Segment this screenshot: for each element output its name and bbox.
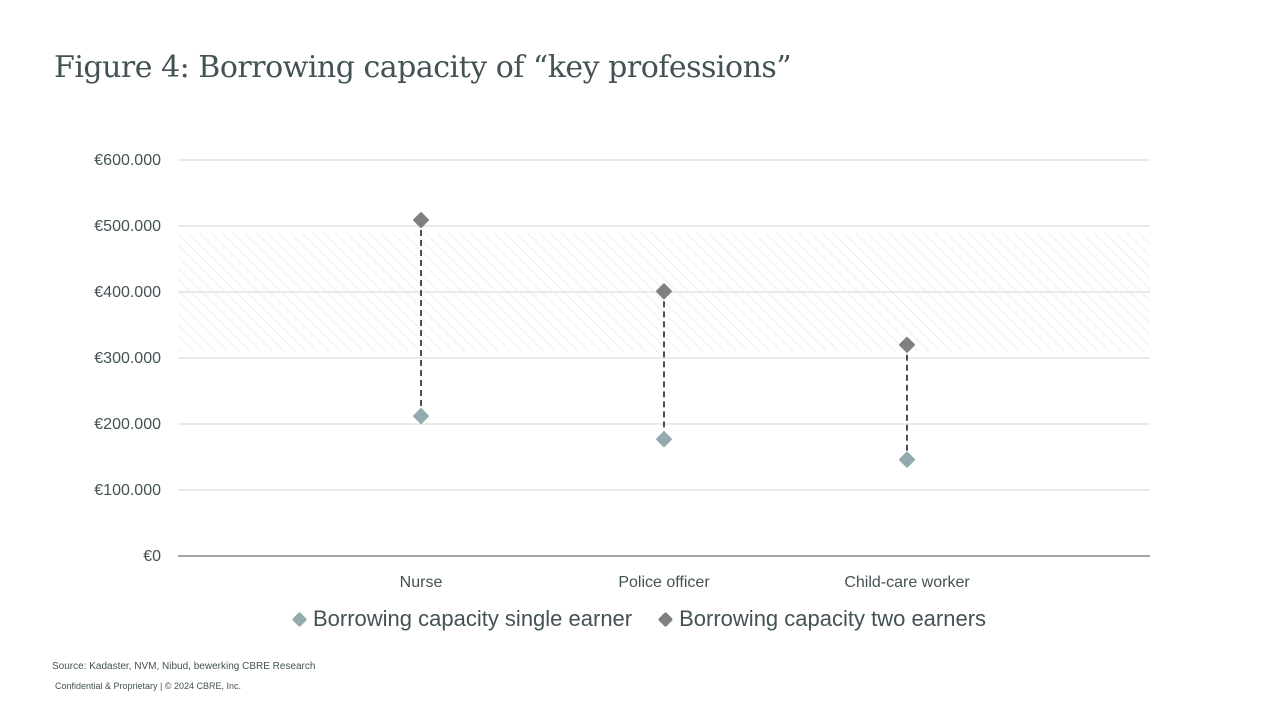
diamond-marker-icon xyxy=(291,611,308,627)
y-tick-label: €0 xyxy=(143,548,161,565)
legend-label-two-earners: Borrowing capacity two earners xyxy=(679,606,987,631)
legend-item-single-earner[interactable]: Borrowing capacity single earner xyxy=(291,606,633,632)
two-earners-point xyxy=(413,212,429,229)
y-tick-label: €100.000 xyxy=(94,482,161,499)
single-earner-point xyxy=(656,431,672,448)
legend-label-single-earner: Borrowing capacity single earner xyxy=(312,606,633,631)
single-earner-point xyxy=(413,408,429,425)
x-category-label: Child-care worker xyxy=(844,574,970,591)
y-tick-label: €500.000 xyxy=(94,218,161,235)
chart-title: Figure 4: Borrowing capacity of “key pro… xyxy=(54,50,792,85)
y-tick-label: €600.000 xyxy=(94,152,161,169)
confidential-footer: Confidential & Proprietary | © 2024 CBRE… xyxy=(55,681,242,691)
two-earners-point xyxy=(899,336,915,353)
y-tick-label: €200.000 xyxy=(94,416,161,433)
legend: Borrowing capacity single earner Borrowi… xyxy=(0,606,1280,632)
legend-item-two-earners[interactable]: Borrowing capacity two earners xyxy=(657,606,987,632)
diamond-marker-icon xyxy=(657,611,674,627)
y-tick-label: €400.000 xyxy=(94,284,161,301)
lollipop-chart: €0 €100.000 €200.000 €300.000 €400.000 €500.0… xyxy=(94,152,1150,591)
x-category-label: Police officer xyxy=(618,574,710,591)
source-note: Source: Kadaster, NVM, Nibud, bewerking … xyxy=(52,661,316,672)
two-earners-point xyxy=(656,283,672,300)
y-tick-label: €300.000 xyxy=(94,350,161,367)
x-category-label: Nurse xyxy=(400,574,443,591)
single-earner-point xyxy=(899,451,915,468)
